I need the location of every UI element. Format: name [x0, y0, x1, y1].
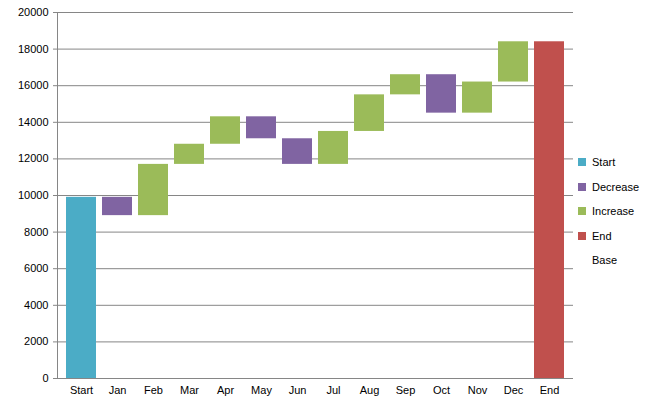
svg-text:6000: 6000 [24, 262, 48, 274]
svg-text:Start: Start [70, 384, 93, 396]
svg-text:Apr: Apr [217, 384, 234, 396]
svg-text:10000: 10000 [18, 189, 49, 201]
svg-text:8000: 8000 [24, 226, 48, 238]
svg-text:12000: 12000 [18, 152, 49, 164]
svg-text:Sep: Sep [396, 384, 416, 396]
svg-text:Dec: Dec [504, 384, 524, 396]
svg-text:Jun: Jun [289, 384, 307, 396]
svg-text:0: 0 [42, 372, 48, 384]
svg-text:18000: 18000 [18, 43, 49, 55]
svg-text:14000: 14000 [18, 116, 49, 128]
svg-text:Mar: Mar [180, 384, 199, 396]
html-text:Decrease: Decrease [592, 180, 640, 193]
html-text:Increase: Increase [592, 205, 635, 218]
html-text:End: End [592, 229, 612, 242]
svg-text:End: End [540, 384, 560, 396]
svg-text:May: May [251, 384, 272, 396]
svg-text:2000: 2000 [24, 335, 48, 347]
svg-text:Jul: Jul [326, 384, 340, 396]
svg-text:Nov: Nov [468, 384, 488, 396]
svg-text:Jan: Jan [109, 384, 127, 396]
svg-text:20000: 20000 [18, 6, 49, 18]
svg-text:Oct: Oct [433, 384, 450, 396]
html-text:Start: Start [592, 156, 616, 169]
svg-text:Feb: Feb [144, 384, 163, 396]
svg-text:16000: 16000 [18, 79, 49, 91]
html-text:Base: Base [592, 254, 618, 267]
svg-text:Aug: Aug [360, 384, 380, 396]
svg-text:4000: 4000 [24, 299, 48, 311]
